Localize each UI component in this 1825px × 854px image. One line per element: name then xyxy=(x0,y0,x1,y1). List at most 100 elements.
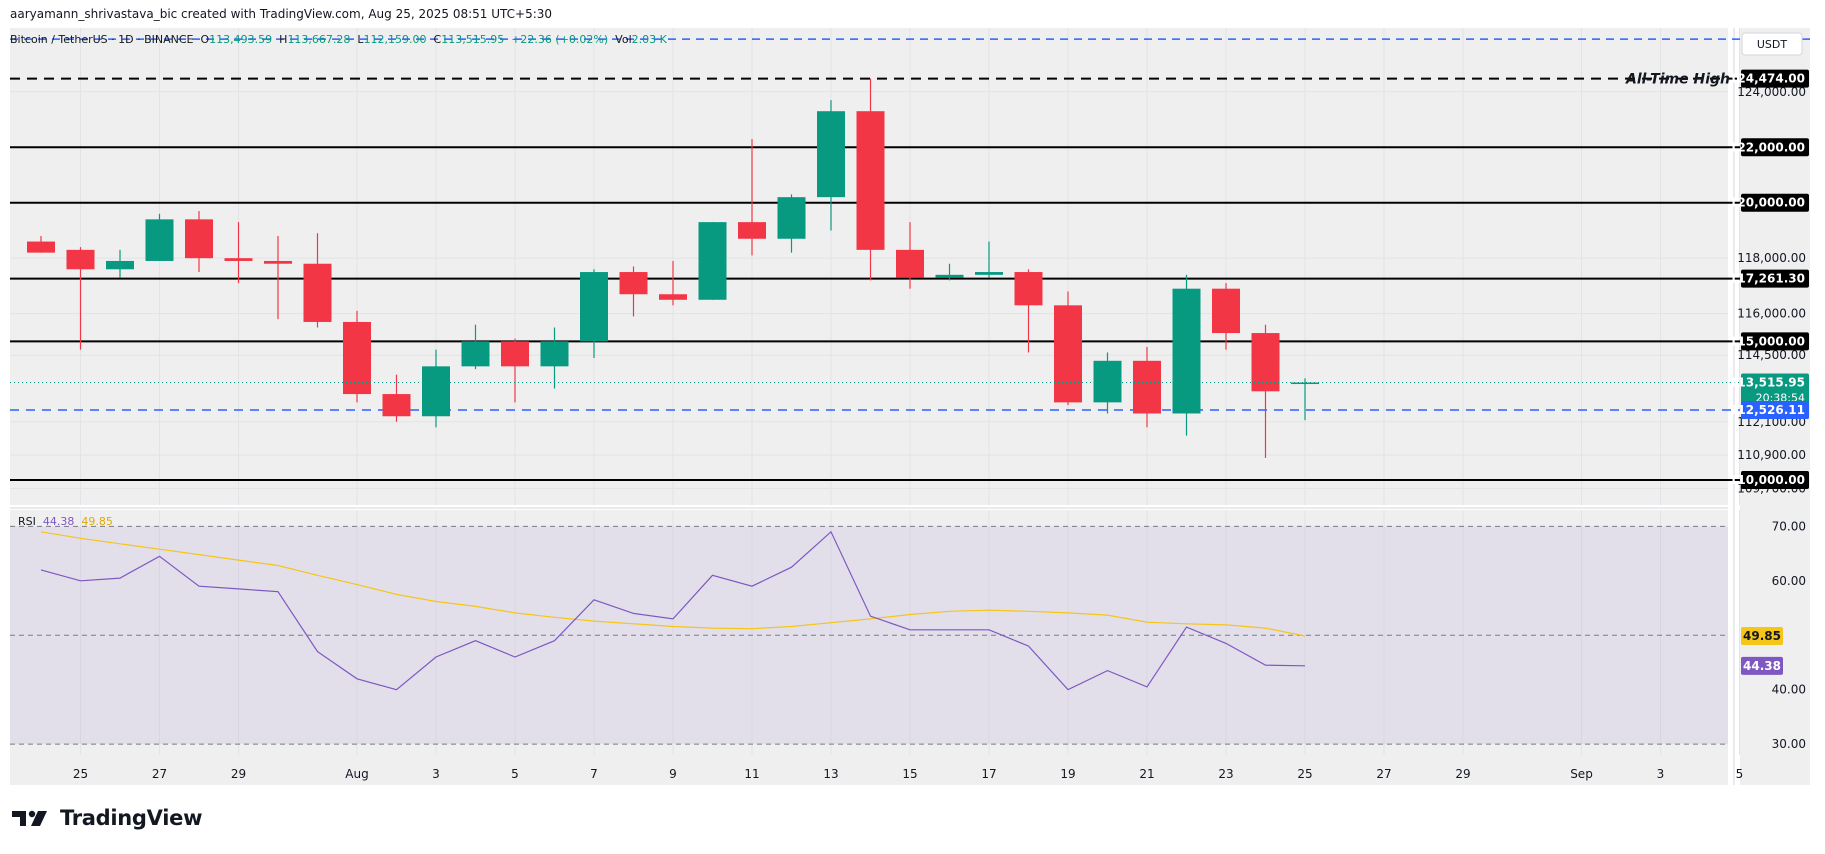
candle-body xyxy=(698,222,727,300)
change-value: +22.36 (+0.02%) xyxy=(511,33,609,46)
x-tick-label: 25 xyxy=(1297,767,1312,781)
candle-body xyxy=(106,260,134,270)
candle-body xyxy=(422,366,450,417)
x-tick-label: 5 xyxy=(511,767,519,781)
high-value: 113,667.28 xyxy=(287,33,351,46)
y-tick-label: 116,000.00 xyxy=(1737,307,1806,321)
open-label: O xyxy=(200,33,210,46)
close-value: 113,515.95 xyxy=(441,33,505,46)
level-price-label-bg xyxy=(1741,193,1809,212)
candle-body xyxy=(659,294,687,300)
rsi-y-tick-label: 60.00 xyxy=(1772,574,1806,588)
candle-body xyxy=(27,241,55,253)
x-tick-label: 3 xyxy=(1657,767,1665,781)
candle-body xyxy=(1172,288,1201,414)
y-tick-label: 114,500.00 xyxy=(1737,348,1806,362)
high-label: H xyxy=(279,33,288,46)
candle-body xyxy=(975,272,1003,275)
rsi-marker-bg xyxy=(1741,627,1783,646)
last-price-marker: 113,515.95 xyxy=(1729,376,1805,390)
candle-body xyxy=(856,111,885,250)
candle-body xyxy=(777,197,806,239)
symbol-legend: Bitcoin / TetherUS · 1D · BINANCE O113,4… xyxy=(10,33,667,46)
x-tick-label: 27 xyxy=(152,767,167,781)
support-price-label: 112,526.11 xyxy=(1729,403,1805,417)
x-tick-label: 7 xyxy=(590,767,598,781)
candle-body xyxy=(1133,360,1161,414)
low-value: 112,159.00 xyxy=(363,33,427,46)
price-pane-bg xyxy=(10,28,1728,505)
symbol-name[interactable]: Bitcoin / TetherUS · 1D · BINANCE xyxy=(10,33,194,46)
level-price-label-bg xyxy=(1741,69,1809,88)
x-tick-label: 25 xyxy=(73,767,88,781)
x-tick-label: 29 xyxy=(231,767,246,781)
tradingview-logo[interactable]: TradingView xyxy=(12,806,202,830)
candle-body xyxy=(66,249,95,270)
tradingview-logo-icon xyxy=(12,810,47,826)
tradingview-logo-text: TradingView xyxy=(60,806,203,830)
rsi-ma-value: 49.85 xyxy=(81,515,113,528)
x-tick-label: 19 xyxy=(1060,767,1075,781)
currency-badge: USDT xyxy=(1741,32,1803,56)
candle-body xyxy=(1251,333,1280,392)
x-tick-label: 3 xyxy=(432,767,440,781)
candle-body xyxy=(224,258,253,261)
last-price-marker-bg xyxy=(1741,373,1809,408)
x-tick-label: 11 xyxy=(744,767,759,781)
level-price-label-bg xyxy=(1741,138,1809,157)
candle-body xyxy=(264,260,292,264)
candle-body xyxy=(1212,288,1240,334)
chart-credit: aaryamann_shrivastava_bic created with T… xyxy=(10,7,553,21)
ath-annotation: All-Time High xyxy=(1625,72,1730,88)
y-tick-label: 124,000.00 xyxy=(1737,85,1806,99)
x-tick-label: 23 xyxy=(1218,767,1233,781)
candle-body xyxy=(343,321,371,395)
candle-body xyxy=(1054,305,1082,403)
level-price-label: 117,261.30 xyxy=(1729,272,1805,286)
rsi-pane-bg xyxy=(10,510,1728,755)
level-price-label: 124,474.00 xyxy=(1729,72,1805,86)
candle-body xyxy=(461,341,490,367)
level-price-label-bg xyxy=(1741,471,1809,490)
candle-body xyxy=(935,274,964,278)
y-tick-label: 110,900.00 xyxy=(1737,448,1806,462)
open-value: 113,493.59 xyxy=(209,33,273,46)
candle-body xyxy=(501,341,529,367)
candle-body xyxy=(303,263,332,322)
x-tick-label: 17 xyxy=(981,767,996,781)
level-price-label: 122,000.00 xyxy=(1729,140,1805,154)
rsi-legend: RSI 44.38 49.85 xyxy=(18,515,113,528)
rsi-value: 44.38 xyxy=(42,515,75,528)
candle-body xyxy=(896,249,924,278)
level-price-label: 120,000.00 xyxy=(1729,196,1805,210)
candle-body xyxy=(580,272,608,342)
candle-body xyxy=(1093,360,1122,403)
currency-badge-bg xyxy=(1741,32,1803,56)
support-price-label-bg xyxy=(1741,400,1809,419)
candle-body xyxy=(382,394,411,417)
x-axis-bg xyxy=(10,755,1728,785)
candle-body xyxy=(1291,382,1319,385)
rsi-marker-label: 44.38 xyxy=(1743,659,1781,673)
rsi-marker-label: 49.85 xyxy=(1743,629,1781,643)
level-price-label-bg xyxy=(1741,269,1809,288)
x-tick-label: 21 xyxy=(1139,767,1154,781)
x-tick-label: Sep xyxy=(1570,767,1593,781)
y-tick-label: 118,000.00 xyxy=(1737,251,1806,265)
volume-label: Vol xyxy=(615,33,632,46)
rsi-y-tick-label: 40.00 xyxy=(1772,683,1806,697)
candle-body xyxy=(540,341,569,367)
candle-body xyxy=(817,111,845,198)
currency-label: USDT xyxy=(1757,38,1788,51)
level-price-label: 110,000.00 xyxy=(1729,473,1805,487)
x-tick-label: 15 xyxy=(902,767,917,781)
candle-body xyxy=(185,219,213,259)
volume-value: 2.03 K xyxy=(631,33,667,46)
candle-body xyxy=(738,222,766,239)
candle-body xyxy=(145,219,174,261)
x-tick-label: 13 xyxy=(823,767,838,781)
low-label: L xyxy=(357,33,364,46)
close-label: C xyxy=(433,33,442,46)
rsi-label[interactable]: RSI xyxy=(18,515,36,528)
